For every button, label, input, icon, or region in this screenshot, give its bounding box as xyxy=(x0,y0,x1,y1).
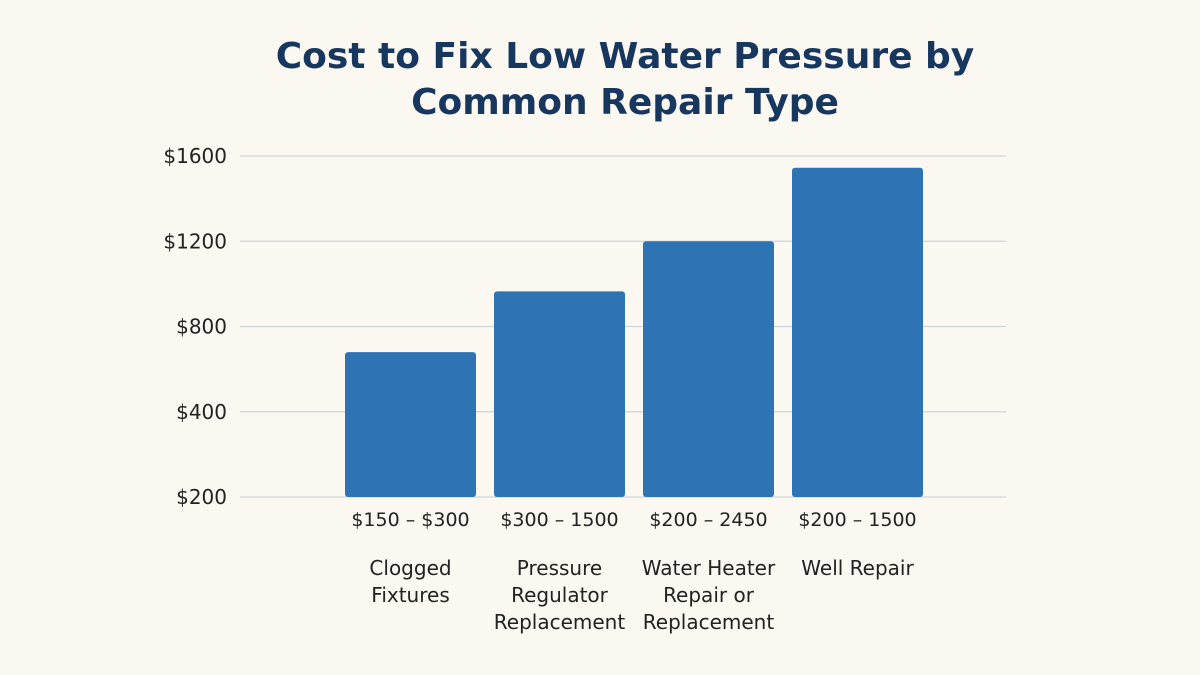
category-label: Clogged Fixtures xyxy=(369,556,451,607)
y-tick-label: $1600 xyxy=(163,144,227,168)
y-axis-tick-labels: $200 $400 $800 $1200 $1600 xyxy=(163,144,227,509)
cost-range-label: $150 – $300 xyxy=(351,509,469,531)
cost-range-labels: $150 – $300 $300 – 1500 $200 – 2450 $200 – … xyxy=(351,509,916,531)
category-label: Pressure Regulator Replacement xyxy=(494,556,626,634)
category-label: Well Repair xyxy=(801,556,914,580)
cost-range-label: $200 – 2450 xyxy=(649,509,767,531)
cost-range-label: $300 – 1500 xyxy=(500,509,618,531)
bar xyxy=(345,352,476,497)
y-tick-label: $1200 xyxy=(163,229,227,253)
y-tick-label: $400 xyxy=(176,400,227,424)
chart-title: Cost to Fix Low Water Pressure by Common… xyxy=(275,36,975,123)
cost-range-label: $200 – 1500 xyxy=(798,509,916,531)
bar xyxy=(494,291,625,497)
category-label: Water Heater Repair or Replacement xyxy=(642,556,776,634)
y-tick-label: $800 xyxy=(176,315,227,339)
bar xyxy=(643,241,774,497)
bars xyxy=(345,167,923,498)
category-labels: Clogged Fixtures Pressure Regulator Replacem… xyxy=(369,556,914,634)
bar xyxy=(792,167,923,498)
y-tick-label: $200 xyxy=(176,485,227,509)
